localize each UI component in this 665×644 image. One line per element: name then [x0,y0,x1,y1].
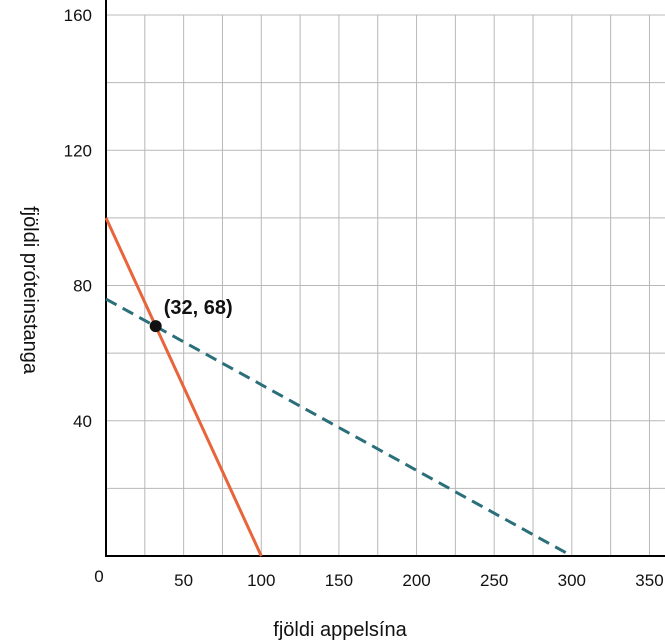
intersection-point-label: (32, 68) [164,297,233,319]
axes [105,0,665,557]
x-tick-label: 350 [635,571,663,590]
x-tick-label: 150 [325,571,353,590]
grid [106,14,665,556]
annotations: (32, 68) [149,297,233,333]
x-tick-label: 50 [174,571,193,590]
x-tick-label: 300 [558,571,586,590]
y-tick-label: 80 [73,277,92,296]
x-axis-title: fjöldi appelsína [273,619,407,641]
y-tick-label: 160 [64,6,92,25]
origin-label: 0 [94,567,103,586]
series-line-solid [104,217,263,557]
x-tick-label: 200 [402,571,430,590]
y-axis-title: fjöldi próteinstanga [19,206,41,375]
y-tick-label: 40 [73,412,92,431]
series-line-dashed [105,297,573,558]
intersection-point [149,320,162,333]
series-lines [104,217,573,558]
x-tick-label: 100 [247,571,275,590]
x-tick-label: 250 [480,571,508,590]
tick-labels: 50 100 150 200 250 300 350 40 80 120 160 0 [64,6,664,590]
y-tick-label: 120 [64,141,92,160]
